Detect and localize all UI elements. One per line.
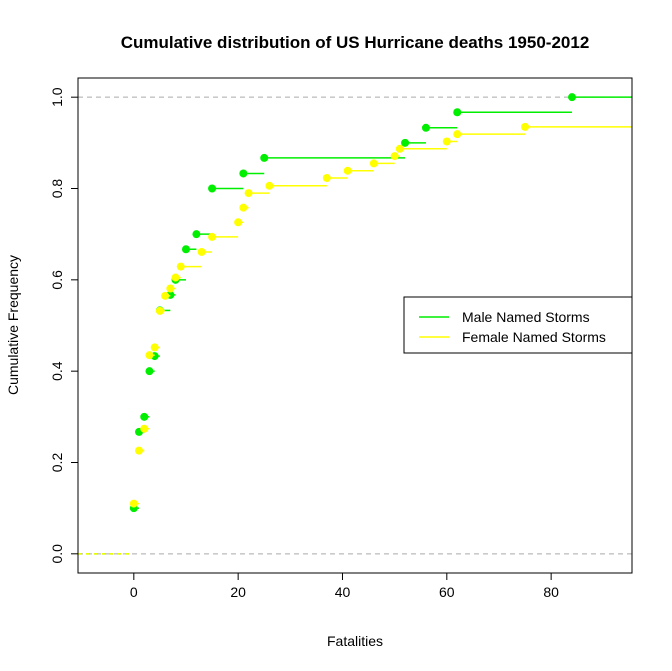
y-tick-label: 0.2 — [49, 453, 65, 473]
data-point — [265, 181, 274, 190]
legend-label-male: Male Named Storms — [462, 309, 590, 325]
data-point — [192, 230, 201, 239]
x-axis-label: Fatalities — [327, 633, 383, 649]
data-point — [453, 108, 462, 117]
data-point — [395, 144, 404, 153]
data-point — [197, 247, 206, 256]
data-point — [521, 122, 530, 131]
data-point — [155, 306, 164, 315]
x-tick-label: 60 — [439, 584, 455, 600]
data-point — [171, 273, 180, 282]
y-tick-label: 0.4 — [49, 361, 65, 381]
y-axis-label: Cumulative Frequency — [5, 255, 21, 395]
data-point — [150, 343, 159, 352]
data-point — [208, 184, 217, 193]
data-point — [161, 291, 170, 300]
x-tick-label: 80 — [543, 584, 559, 600]
data-point — [129, 499, 138, 508]
data-point — [208, 232, 217, 241]
data-point — [145, 367, 154, 376]
data-point — [166, 284, 175, 293]
y-tick-label: 0.6 — [49, 270, 65, 290]
series-male — [78, 93, 632, 555]
data-point — [390, 152, 399, 161]
data-point — [239, 203, 248, 212]
data-point — [401, 138, 410, 147]
data-point — [239, 169, 248, 178]
y-tick-label: 1.0 — [49, 87, 65, 107]
x-tick-label: 40 — [335, 584, 351, 600]
series-female — [78, 122, 632, 555]
legend-label-female: Female Named Storms — [462, 329, 606, 345]
data-point — [568, 93, 577, 102]
data-point — [442, 137, 451, 146]
data-point — [343, 166, 352, 175]
data-point — [176, 262, 185, 271]
data-point — [260, 153, 269, 162]
legend: Male Named Storms Female Named Storms — [403, 296, 645, 354]
data-point — [234, 218, 243, 227]
data-point — [244, 189, 253, 198]
data-point — [453, 130, 462, 139]
chart-title: Cumulative distribution of US Hurricane … — [121, 33, 590, 52]
data-point — [421, 123, 430, 132]
data-point — [369, 159, 378, 168]
y-tick-label: 0.8 — [49, 179, 65, 199]
x-tick-label: 0 — [130, 584, 138, 600]
data-point — [140, 412, 149, 421]
data-point — [135, 446, 144, 455]
data-point — [181, 245, 190, 254]
x-tick-label: 20 — [230, 584, 246, 600]
data-point — [322, 174, 331, 183]
data-point — [140, 424, 149, 433]
y-tick-label: 0.0 — [49, 544, 65, 564]
data-point — [145, 351, 154, 360]
